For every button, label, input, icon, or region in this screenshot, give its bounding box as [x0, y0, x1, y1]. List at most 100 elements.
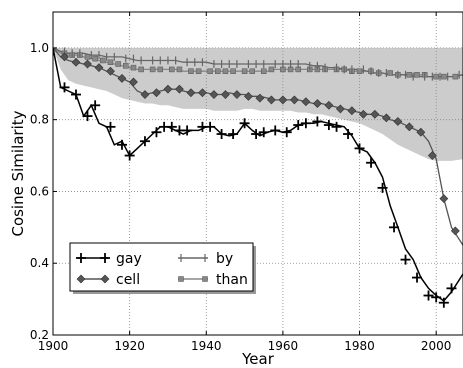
marker-than: [414, 72, 420, 78]
marker-cell: [370, 109, 380, 119]
marker-gay: [205, 121, 216, 132]
marker-gay: [151, 127, 162, 138]
marker-than: [215, 68, 221, 74]
marker-gay: [293, 120, 304, 131]
marker-cell: [381, 113, 391, 123]
marker-than: [92, 55, 98, 62]
marker-cell: [232, 90, 242, 99]
marker-gay: [139, 136, 150, 147]
marker-gay: [312, 116, 323, 127]
legend-label-gay: gay: [116, 251, 142, 267]
marker-cell: [439, 194, 449, 204]
marker-than: [188, 68, 194, 74]
marker-cell: [266, 95, 276, 105]
marker-than: [268, 66, 275, 73]
marker-gay: [105, 121, 116, 132]
legend: gay cell by than: [69, 242, 256, 294]
marker-gay: [216, 129, 227, 140]
marker-than: [115, 61, 121, 67]
y-tick-label: 0.4: [30, 256, 49, 270]
legend-marker-cell: [76, 274, 86, 284]
y-tick-label: 0.2: [30, 328, 49, 342]
confidence-bands: [53, 47, 463, 161]
marker-cell: [163, 84, 173, 94]
marker-gay: [70, 89, 81, 100]
marker-cell: [404, 122, 414, 132]
marker-cell: [416, 127, 426, 137]
plot-frame: [52, 11, 463, 336]
marker-than: [84, 54, 91, 60]
legend-marker-gay: [100, 253, 110, 263]
marker-gay: [389, 222, 400, 233]
marker-than: [241, 68, 248, 74]
marker-than: [441, 73, 447, 80]
y-tick-label: 1.0: [30, 41, 49, 55]
marker-gay: [258, 127, 269, 138]
x-axis-ticks: 1900 1920 1940 1960 1980 2000: [38, 12, 452, 353]
marker-gay: [366, 157, 377, 168]
marker-than: [260, 68, 267, 74]
marker-cell: [243, 91, 253, 101]
marker-cell: [289, 95, 299, 105]
legend-marker-than: [178, 276, 184, 282]
x-tick-label: 2000: [421, 339, 452, 353]
marker-gay: [331, 121, 342, 132]
marker-cell: [393, 117, 403, 126]
marker-than: [249, 68, 256, 74]
marker-cell: [209, 90, 219, 99]
marker-cell: [278, 95, 288, 105]
marker-cell: [71, 57, 81, 67]
marker-cell: [450, 226, 460, 236]
marker-than: [452, 73, 459, 80]
marker-than: [123, 63, 129, 69]
y-axis-ticks: 0.2 0.4 0.6 0.8 1.0: [30, 41, 57, 342]
marker-cell: [312, 99, 322, 108]
marker-than: [157, 66, 164, 73]
series-markers: [59, 47, 460, 308]
marker-gay: [124, 150, 135, 161]
marker-gay: [281, 127, 292, 138]
marker-cell: [255, 93, 265, 103]
marker-than: [195, 68, 202, 74]
marker-gay: [270, 125, 281, 136]
marker-cell: [60, 52, 69, 62]
marker-cell: [186, 88, 196, 98]
marker-cell: [221, 90, 230, 99]
marker-than: [230, 68, 236, 74]
x-tick-label: 1980: [344, 339, 375, 353]
marker-gay: [116, 139, 127, 150]
marker-cell: [83, 59, 92, 69]
marker-gay: [251, 129, 262, 140]
marker-gay: [239, 118, 250, 129]
marker-than: [406, 72, 413, 78]
marker-cell: [301, 97, 311, 107]
marker-cell: [129, 77, 138, 87]
marker-gay: [412, 272, 423, 283]
marker-than: [138, 66, 144, 73]
marker-than: [107, 59, 114, 65]
x-tick-label: 1960: [268, 339, 299, 353]
marker-gay: [423, 290, 434, 301]
marker-than: [130, 64, 137, 71]
legend-marker-gay: [76, 253, 86, 263]
marker-gay: [166, 121, 177, 132]
marker-cell: [152, 88, 161, 98]
legend-box: [69, 242, 254, 292]
x-tick-label: 1940: [191, 339, 222, 353]
marker-cell: [117, 73, 127, 83]
legend-label-cell: cell: [116, 272, 140, 288]
x-axis-label: Year: [241, 350, 275, 368]
marker-gay: [90, 100, 101, 111]
marker-cell: [335, 104, 345, 114]
x-tick-label: 1920: [114, 339, 145, 353]
marker-cell: [175, 84, 184, 94]
marker-gay: [354, 143, 365, 154]
marker-than: [176, 66, 183, 73]
marker-cell: [198, 88, 207, 98]
marker-gay: [400, 254, 411, 265]
y-tick-label: 0.6: [30, 184, 49, 198]
marker-than: [149, 66, 156, 73]
marker-gay: [323, 120, 334, 131]
marker-than: [433, 73, 439, 80]
